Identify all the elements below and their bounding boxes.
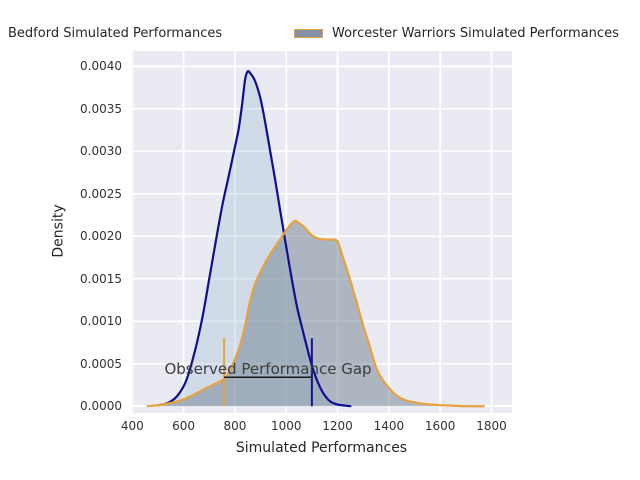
x-tick-label: 1800: [476, 419, 507, 433]
y-tick-label: 0.0035: [80, 101, 122, 116]
x-tick-label: 1000: [270, 419, 302, 433]
legend-label-bedford: Bedford Simulated Performances: [8, 25, 223, 41]
density-chart-svg: [131, 51, 512, 413]
y-tick-label: 0.0030: [80, 144, 122, 159]
y-axis-ticks: 0.0000 0.0005 0.0010 0.0015 0.0020 0.0025 0.00…: [0, 0, 122, 480]
x-tick-label: 400: [120, 419, 144, 433]
x-tick-label: 1400: [373, 419, 405, 433]
worcester-legend-swatch-icon: [294, 28, 323, 38]
y-tick-label: 0.0040: [80, 59, 122, 74]
y-tick-label: 0.0020: [80, 229, 122, 244]
x-tick-label: 1200: [322, 419, 353, 433]
legend-item-bedford: Bedford Simulated Performances: [8, 24, 222, 42]
y-tick-label: 0.0005: [80, 356, 122, 371]
x-tick-label: 1600: [424, 419, 456, 433]
y-tick-label: 0.0025: [80, 186, 122, 201]
x-axis-label: Simulated Performances: [235, 440, 408, 456]
legend-label-worcester: Worcester Warriors Simulated Performance…: [332, 25, 619, 41]
y-tick-label: 0.0010: [80, 314, 122, 329]
plot-area: [131, 51, 512, 413]
x-tick-label: 600: [172, 419, 196, 433]
y-tick-label: 0.0015: [80, 271, 122, 286]
x-tick-label: 800: [223, 419, 247, 433]
legend-item-worcester: Worcester Warriors Simulated Performance…: [294, 24, 619, 42]
legend: Bedford Simulated Performances Worcester…: [0, 24, 640, 42]
x-axis-ticks: 400 600 800 1000 1200 1400 1600 1800: [121, 419, 512, 435]
y-tick-label: 0.0000: [80, 399, 122, 414]
